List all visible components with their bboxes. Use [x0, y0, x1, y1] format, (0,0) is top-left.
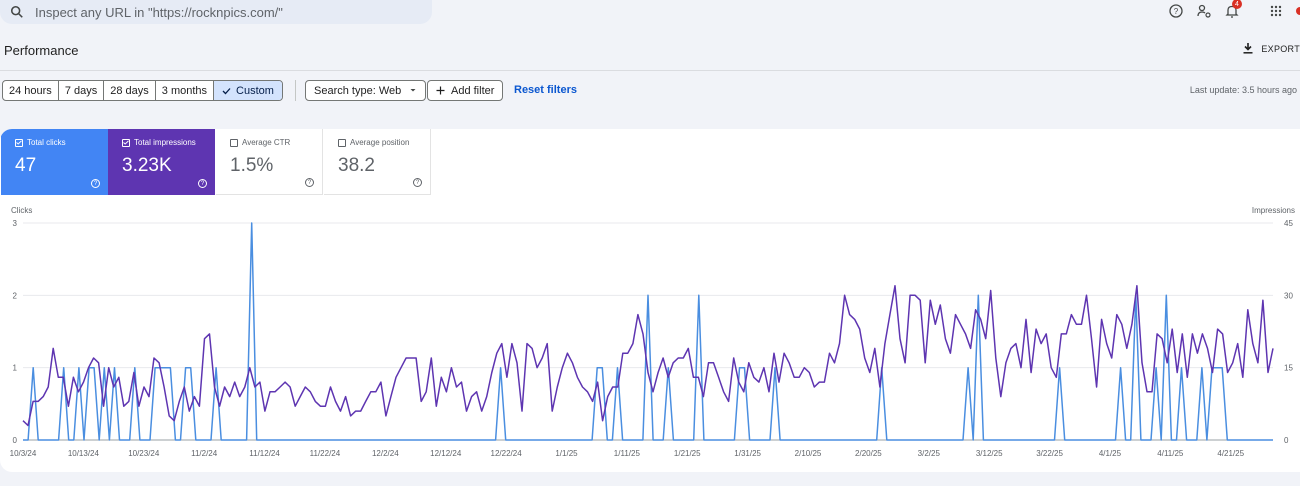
metric-value: 47 — [15, 155, 37, 176]
x-tick-label: 1/1/25 — [555, 449, 578, 458]
search-placeholder: Inspect any URL in "https://rocknpics.co… — [35, 4, 283, 20]
add-filter-button[interactable]: Add filter — [427, 80, 504, 101]
x-tick-label: 11/12/24 — [249, 449, 280, 458]
apps-grid-icon[interactable] — [1268, 3, 1284, 19]
url-inspect-search[interactable]: Inspect any URL in "https://rocknpics.co… — [0, 0, 432, 24]
checkbox-unchecked-icon[interactable] — [230, 138, 238, 147]
export-label: EXPORT — [1261, 43, 1300, 54]
range-custom[interactable]: Custom — [214, 81, 282, 100]
x-tick-label: 1/21/25 — [674, 449, 701, 458]
x-tick-label: 4/1/25 — [1099, 449, 1122, 458]
account-avatar[interactable] — [1296, 7, 1300, 15]
x-tick-label: 3/22/25 — [1036, 449, 1063, 458]
metric-label: Average CTR — [242, 138, 291, 147]
metric-label: Average position — [350, 138, 410, 147]
manage-accounts-icon[interactable] — [1196, 3, 1212, 19]
x-tick-label: 3/2/25 — [918, 449, 941, 458]
help-icon[interactable]: ? — [1168, 3, 1184, 19]
metric-value: 38.2 — [338, 155, 375, 176]
help-icon[interactable]: ? — [91, 179, 100, 188]
header-divider — [0, 70, 1300, 71]
x-tick-label: 12/2/24 — [372, 449, 399, 458]
x-tick-label: 11/2/24 — [191, 449, 218, 458]
right-tick-label: 0 — [1284, 436, 1289, 445]
help-icon[interactable]: ? — [198, 179, 207, 188]
checkbox-checked-icon[interactable] — [122, 138, 130, 147]
left-axis-label: Clicks — [11, 206, 32, 215]
metric-average-position[interactable]: Average position 38.2 ? — [324, 129, 431, 195]
top-toolbar: ? 4 — [1156, 0, 1300, 21]
performance-card: Total clicks 47 ? Total impressions 3.23… — [0, 129, 1300, 472]
range-28-days[interactable]: 28 days — [104, 81, 156, 100]
x-tick-label: 10/23/24 — [128, 449, 160, 458]
help-icon[interactable]: ? — [413, 178, 422, 187]
x-tick-label: 4/21/25 — [1217, 449, 1244, 458]
date-range-selector: 24 hours 7 days 28 days 3 months Custom — [2, 80, 283, 101]
dropdown-arrow-icon — [410, 89, 416, 92]
x-tick-label: 10/3/24 — [10, 449, 37, 458]
x-tick-label: 11/22/24 — [310, 449, 341, 458]
search-type-label: Search type: Web — [314, 84, 402, 97]
reset-filters-link[interactable]: Reset filters — [514, 84, 577, 96]
metric-total-clicks[interactable]: Total clicks 47 ? — [1, 129, 108, 195]
x-tick-label: 10/13/24 — [68, 449, 100, 458]
metric-average-ctr[interactable]: Average CTR 1.5% ? — [216, 129, 323, 195]
range-3-months[interactable]: 3 months — [156, 81, 215, 100]
page-title: Performance — [4, 43, 79, 58]
add-filter-label: Add filter — [451, 84, 495, 97]
x-tick-label: 2/20/25 — [855, 449, 882, 458]
x-tick-label: 1/11/25 — [614, 449, 641, 458]
last-update-text: Last update: 3.5 hours ago — [1189, 85, 1297, 95]
x-tick-label: 12/12/24 — [430, 449, 462, 458]
x-tick-label: 1/31/25 — [734, 449, 761, 458]
right-tick-label: 15 — [1284, 364, 1293, 373]
left-tick-label: 2 — [13, 291, 18, 300]
right-tick-label: 30 — [1284, 291, 1293, 300]
x-tick-label: 12/22/24 — [491, 449, 523, 458]
x-tick-label: 3/12/25 — [976, 449, 1003, 458]
range-custom-label: Custom — [236, 84, 274, 97]
check-icon — [222, 87, 231, 94]
right-tick-label: 45 — [1284, 219, 1293, 228]
range-24-hours[interactable]: 24 hours — [3, 81, 59, 100]
svg-text:?: ? — [1174, 7, 1179, 16]
notifications-icon[interactable]: 4 — [1224, 0, 1242, 19]
download-icon — [1243, 43, 1253, 54]
search-icon — [10, 5, 23, 18]
impressions-series-line — [22, 284, 1274, 427]
metric-value: 1.5% — [230, 155, 274, 176]
left-tick-label: 1 — [13, 364, 18, 373]
x-tick-label: 4/11/25 — [1157, 449, 1184, 458]
plus-icon — [436, 86, 445, 95]
metric-label: Total clicks — [27, 138, 66, 147]
left-tick-label: 3 — [13, 219, 18, 228]
x-tick-label: 2/10/25 — [795, 449, 822, 458]
clicks-series-line — [23, 222, 1273, 441]
metric-label: Total impressions — [134, 138, 196, 147]
right-axis-label: Impressions — [1252, 206, 1295, 215]
export-button[interactable]: EXPORT — [1243, 43, 1300, 54]
search-type-dropdown[interactable]: Search type: Web — [305, 80, 427, 101]
help-icon[interactable]: ? — [305, 178, 314, 187]
filter-divider — [295, 80, 296, 101]
left-tick-label: 0 — [13, 436, 18, 445]
notification-count-badge: 4 — [1232, 0, 1242, 9]
checkbox-checked-icon[interactable] — [15, 138, 23, 147]
range-7-days[interactable]: 7 days — [59, 81, 105, 100]
checkbox-unchecked-icon[interactable] — [338, 138, 346, 147]
metric-total-impressions[interactable]: Total impressions 3.23K ? — [108, 129, 215, 195]
metric-value: 3.23K — [122, 155, 172, 176]
